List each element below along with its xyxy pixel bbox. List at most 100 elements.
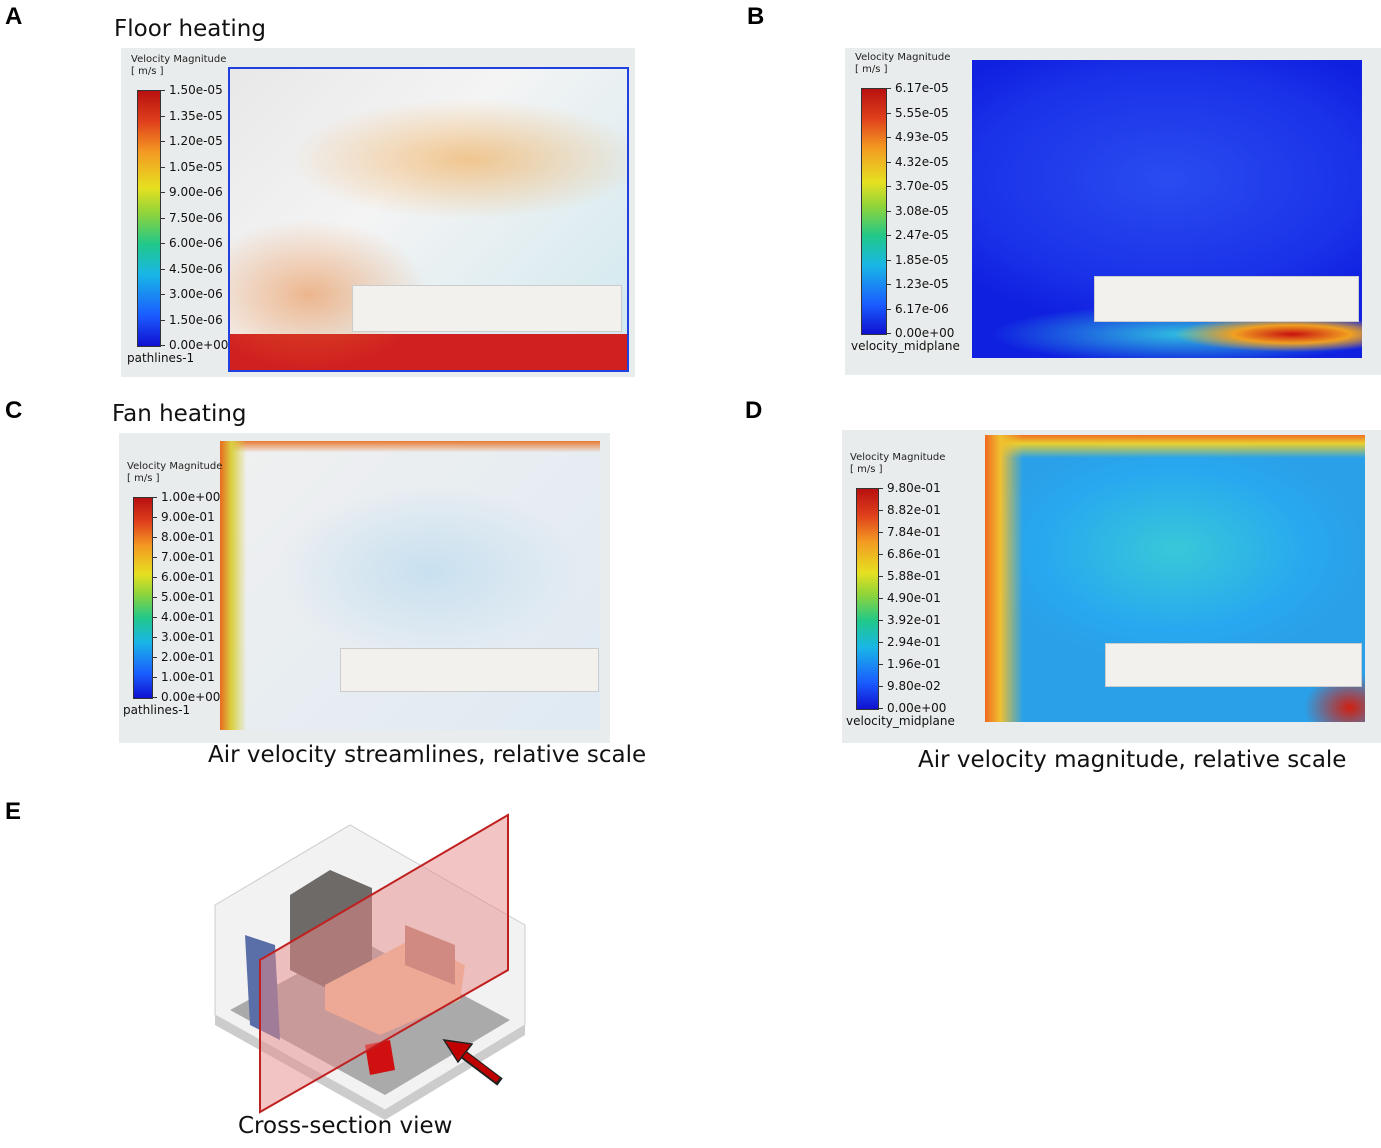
legend-tick-label: 5.00e-01 xyxy=(161,590,215,604)
caption-magnitude: Air velocity magnitude, relative scale xyxy=(918,747,1347,773)
legend-unit: [ m/s ] xyxy=(855,64,888,75)
legend-tick-mark xyxy=(153,697,157,698)
legend-tick-label: 3.00e-01 xyxy=(161,630,215,644)
title-fan-heating: Fan heating xyxy=(112,401,247,427)
legend-tick-label: 9.00e-01 xyxy=(161,510,215,524)
legend-tick-label: 6.17e-05 xyxy=(895,81,949,95)
legend-tick-mark xyxy=(887,112,891,114)
legend-title: Velocity Magnitude xyxy=(855,52,951,63)
bed-obstacle xyxy=(340,648,599,692)
legend-tick-mark xyxy=(879,708,883,709)
legend-colorbar xyxy=(856,488,879,710)
legend-tick-label: 1.23e-05 xyxy=(895,277,949,291)
legend-tick-label: 0.00e+00 xyxy=(895,326,955,340)
legend-tick-mark xyxy=(887,284,891,285)
legend-tick-label: 1.50e-06 xyxy=(169,312,223,327)
legend-title: Velocity Magnitude xyxy=(127,461,223,472)
legend-tick-mark xyxy=(161,243,165,244)
legend-tick-label: 3.92e-01 xyxy=(887,613,941,627)
legend-tick-mark xyxy=(153,637,157,638)
heater xyxy=(365,1040,395,1075)
legend-tick-mark xyxy=(153,597,157,598)
legend-tick-label: 1.85e-05 xyxy=(895,252,949,267)
legend-tick-mark xyxy=(153,657,157,658)
legend-tick-mark xyxy=(887,137,891,138)
legend-tick-label: 1.96e-01 xyxy=(887,657,941,671)
legend-unit: [ m/s ] xyxy=(127,473,160,484)
section-plane xyxy=(259,813,509,1114)
legend-tick-mark xyxy=(161,166,165,168)
legend-unit: [ m/s ] xyxy=(850,464,883,475)
legend-tick-mark xyxy=(879,576,883,577)
legend-tick-label: 8.00e-01 xyxy=(161,530,215,544)
legend-tick-mark xyxy=(887,259,891,261)
legend-footer: velocity_midplane xyxy=(846,714,955,728)
legend-tick-mark xyxy=(879,620,883,621)
legend-tick-mark xyxy=(879,664,883,665)
legend-tick-mark xyxy=(153,517,157,518)
legend-tick-mark xyxy=(161,268,165,270)
panel-label-c: C xyxy=(5,397,23,424)
legend-tick-mark xyxy=(153,577,157,578)
bed-obstacle xyxy=(352,285,622,332)
legend-colorbar xyxy=(861,88,887,335)
legend-tick-mark xyxy=(887,161,891,163)
legend-tick-label: 6.00e-06 xyxy=(169,236,223,250)
title-floor-heating: Floor heating xyxy=(114,16,266,42)
panel-c-fan-streamlines: Velocity Magnitude [ m/s ] 1.00e+00 9.00… xyxy=(119,433,610,743)
legend-tick-mark xyxy=(879,510,883,511)
caption-cross-section: Cross-section view xyxy=(238,1113,453,1139)
panel-a-floor-streamlines: Velocity Magnitude [ m/s ] 1.50e-05 1.35… xyxy=(121,48,635,377)
legend-tick-label: 6.86e-01 xyxy=(887,547,941,561)
legend-tick-mark xyxy=(161,294,165,295)
legend-tick-mark xyxy=(887,186,891,187)
legend-tick-label: 6.17e-06 xyxy=(895,301,949,316)
legend-tick-mark xyxy=(879,532,883,533)
legend-footer: velocity_midplane xyxy=(851,339,960,353)
panel-label-e: E xyxy=(5,798,22,825)
legend-tick-label: 4.90e-01 xyxy=(887,591,941,605)
legend-tick-label: 6.00e-01 xyxy=(161,570,215,584)
legend-tick-label: 2.94e-01 xyxy=(887,635,941,649)
legend-tick-mark xyxy=(161,115,165,117)
bed-obstacle xyxy=(1105,643,1362,687)
legend-tick-label: 4.50e-06 xyxy=(169,261,223,276)
arrow-head xyxy=(442,1039,474,1064)
legend-tick-label: 5.88e-01 xyxy=(887,569,941,583)
legend-tick-label: 4.32e-05 xyxy=(895,154,949,169)
legend-tick-label: 0.00e+00 xyxy=(169,338,229,352)
legend-tick-mark xyxy=(161,141,165,142)
legend-tick-mark xyxy=(879,554,883,555)
legend-tick-mark xyxy=(161,217,165,219)
legend-tick-label: 1.00e-01 xyxy=(161,670,215,684)
legend-tick-mark xyxy=(161,90,165,91)
legend-unit: [ m/s ] xyxy=(131,66,164,77)
panel-b-floor-magnitude: Velocity Magnitude [ m/s ] 6.17e-05 5.55… xyxy=(845,48,1381,375)
legend-colorbar xyxy=(137,90,161,347)
legend-tick-label: 4.93e-05 xyxy=(895,130,949,144)
legend-tick-label: 4.00e-01 xyxy=(161,610,215,624)
legend-tick-mark xyxy=(153,557,157,558)
legend-tick-label: 5.55e-05 xyxy=(895,105,949,120)
legend-footer: pathlines-1 xyxy=(123,703,191,717)
legend-tick-label: 9.80e-01 xyxy=(887,481,941,495)
legend-tick-label: 2.00e-01 xyxy=(161,650,215,664)
legend-tick-mark xyxy=(887,210,891,212)
legend-tick-label: 7.00e-01 xyxy=(161,550,215,564)
caption-streamlines: Air velocity streamlines, relative scale xyxy=(208,742,647,768)
legend-tick-mark xyxy=(879,488,883,489)
legend-tick-mark xyxy=(879,642,883,643)
legend-tick-label: 7.84e-01 xyxy=(887,525,941,539)
room-3d-illustration xyxy=(214,813,526,1120)
panel-label-d: D xyxy=(745,397,763,424)
legend-tick-mark xyxy=(887,308,891,310)
legend-tick-mark xyxy=(879,598,883,599)
room-floor-edge xyxy=(215,1015,525,1120)
legend-tick-label: 0.00e+00 xyxy=(161,690,221,704)
legend-tick-mark xyxy=(879,686,883,687)
legend-tick-label: 1.00e+00 xyxy=(161,490,221,504)
legend-tick-label: 9.00e-06 xyxy=(169,185,223,199)
panel-label-a: A xyxy=(5,3,23,30)
legend-tick-label: 0.00e+00 xyxy=(887,701,947,715)
legend-tick-label: 9.80e-02 xyxy=(887,679,941,693)
